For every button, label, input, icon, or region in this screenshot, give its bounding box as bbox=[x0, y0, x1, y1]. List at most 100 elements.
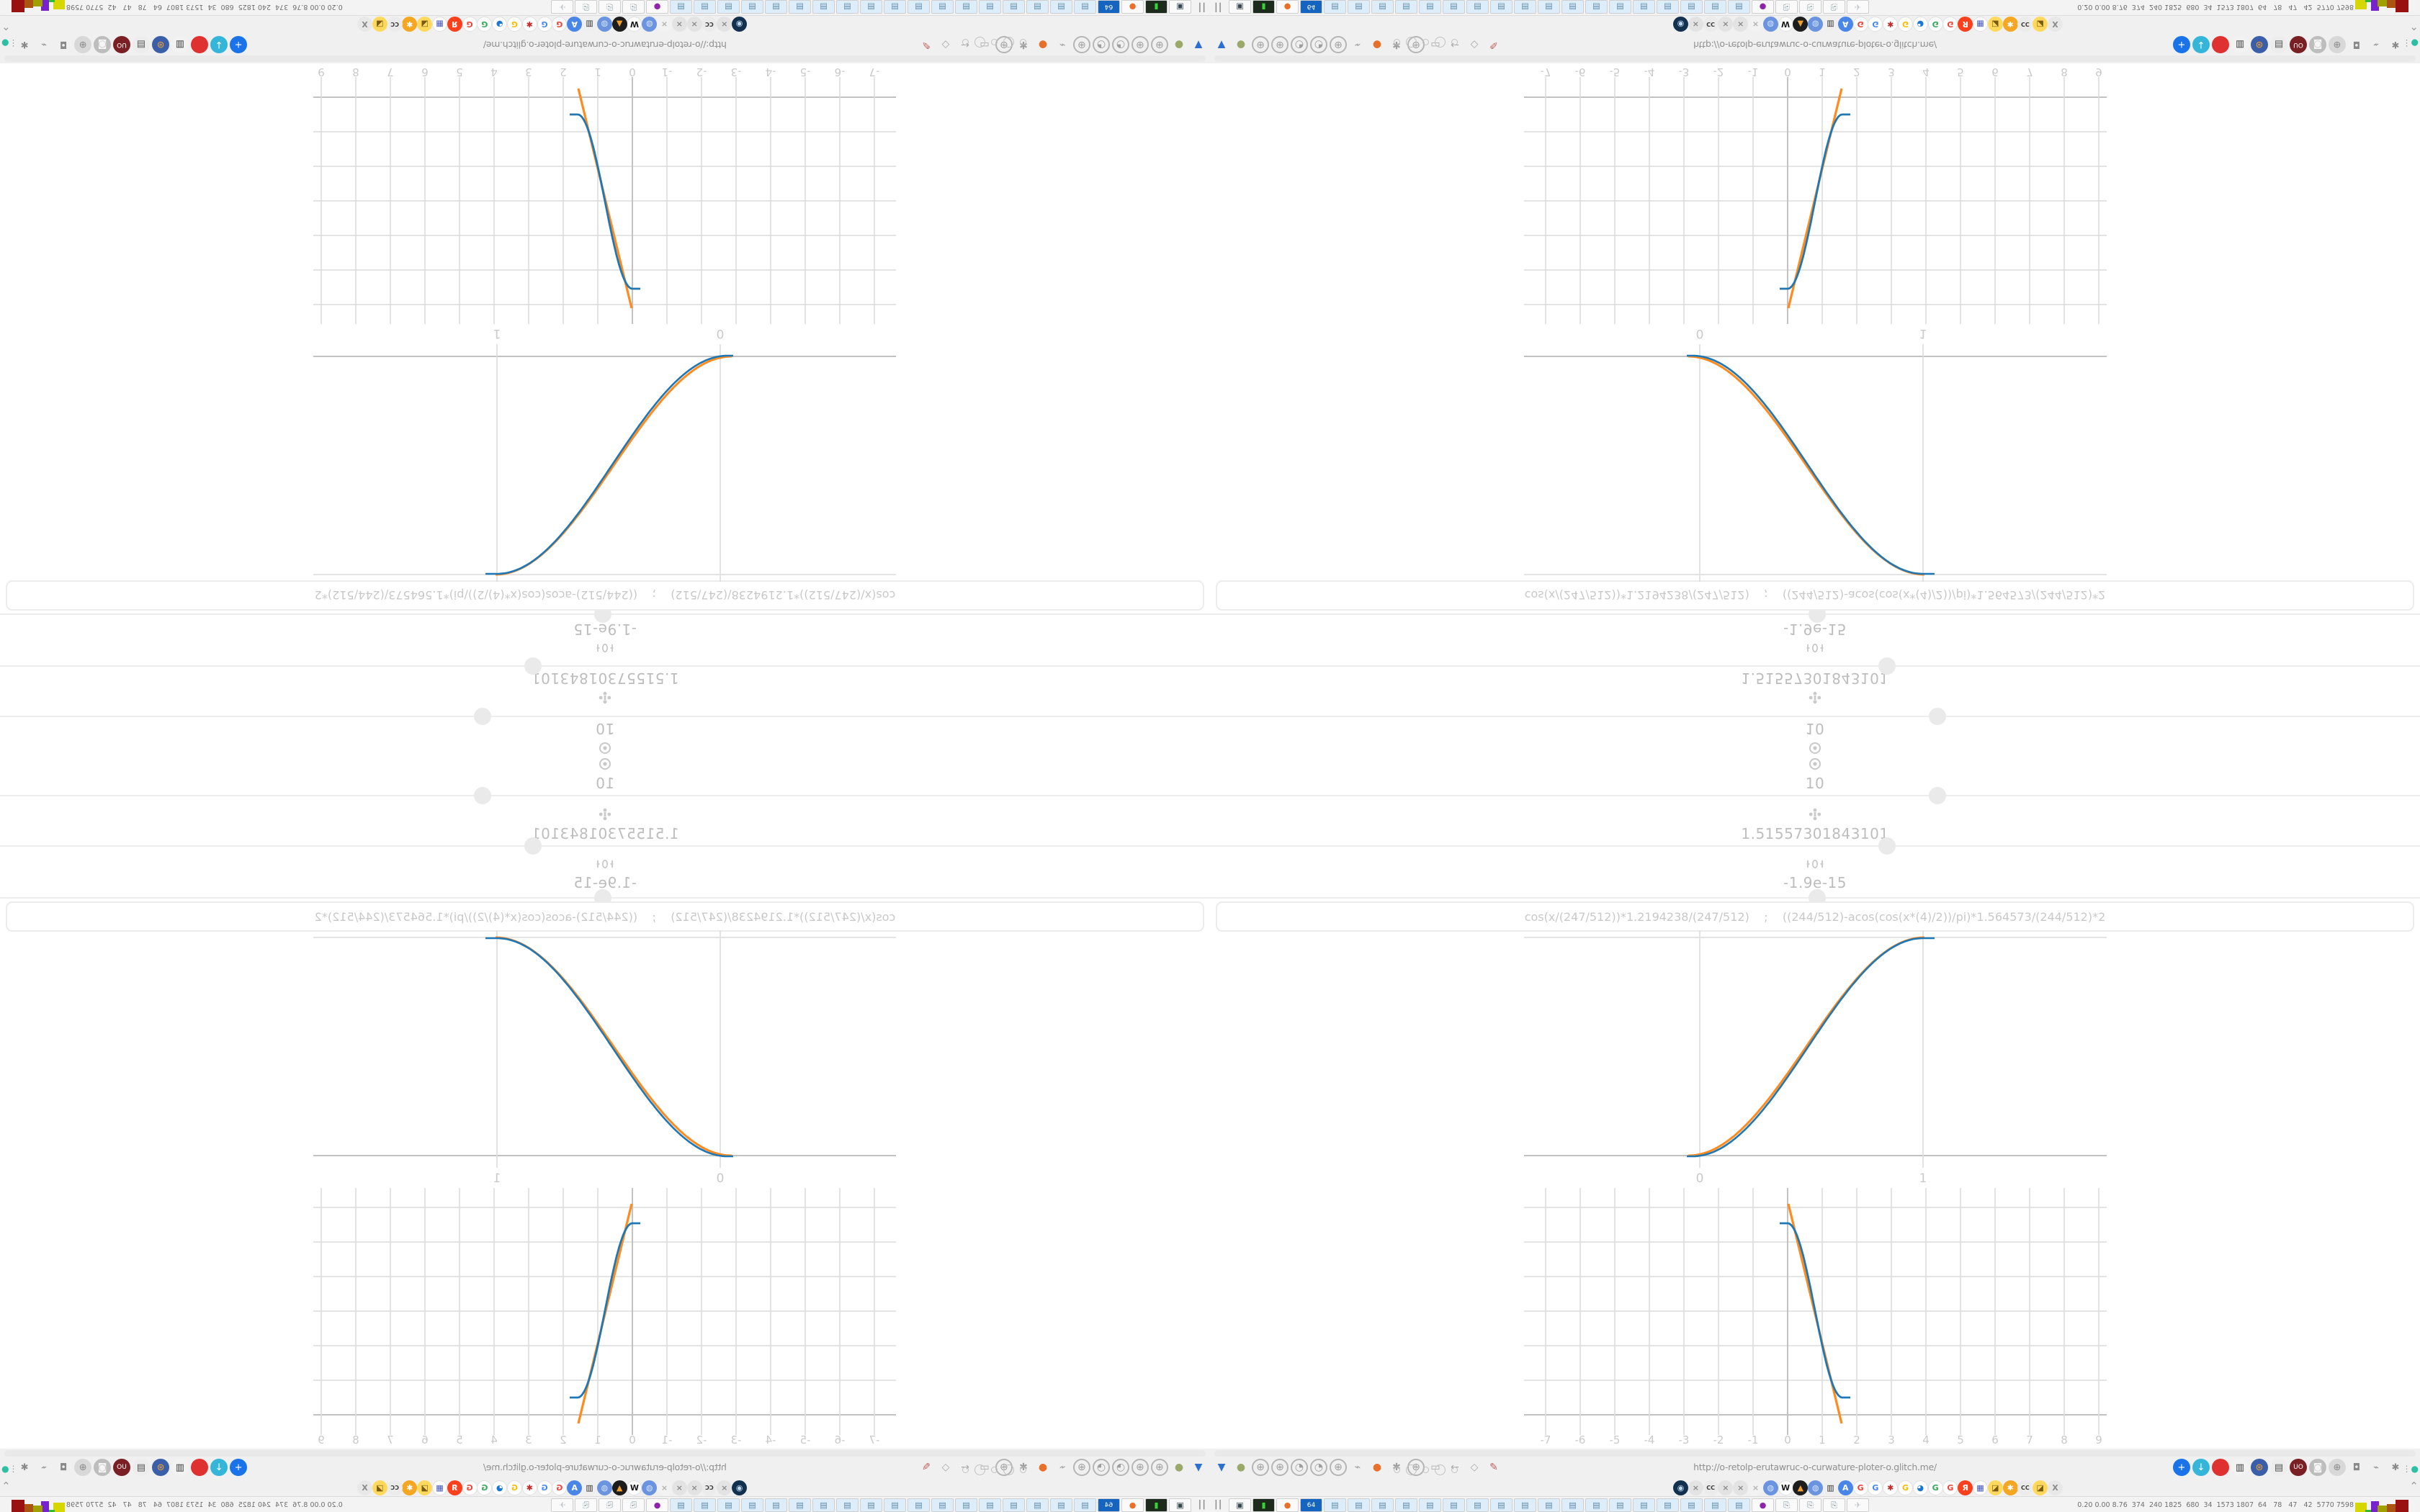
ice-red-icon[interactable]: · bbox=[191, 36, 208, 53]
google-tab-icon[interactable]: G bbox=[1942, 1480, 1958, 1495]
window-monitor-taskbar-button[interactable]: ▣ bbox=[1169, 1498, 1191, 1512]
window-floppy64-taskbar-button[interactable]: 64 bbox=[1300, 0, 1322, 14]
muted-ring-tab-icon[interactable]: × bbox=[657, 1480, 672, 1495]
globe-gray-icon[interactable]: ⊕ bbox=[2329, 36, 2346, 53]
window-notepad-taskbar-button[interactable]: ▤ bbox=[1003, 1498, 1025, 1512]
row-value[interactable]: -1.9e-15 bbox=[1783, 621, 1847, 638]
row-value[interactable]: 1.51557301843101 bbox=[1741, 670, 1889, 687]
window-notepad-taskbar-button[interactable]: ▤ bbox=[979, 0, 1001, 14]
formula-input[interactable]: cos(x/(247/512))*1.2194238/(247/512) ; (… bbox=[1216, 580, 2414, 611]
window-notepad-taskbar-button[interactable]: ▤ bbox=[884, 1498, 906, 1512]
yandex-tab-icon[interactable]: Я bbox=[1958, 1480, 1973, 1495]
window-scroll-taskbar-button[interactable]: ⎘ bbox=[622, 0, 645, 14]
window-notepad-taskbar-button[interactable]: ▤ bbox=[836, 0, 859, 14]
window-scroll-taskbar-button[interactable]: ⎘ bbox=[599, 0, 621, 14]
ublock-origin-icon[interactable]: UO bbox=[2290, 36, 2307, 53]
google-tab-icon[interactable]: G bbox=[1898, 17, 1913, 32]
window-notepad-taskbar-button[interactable]: ▤ bbox=[1657, 0, 1679, 14]
globe-gray-icon[interactable]: ⊕ bbox=[2329, 1459, 2346, 1476]
muted-tab-icon[interactable]: × bbox=[671, 17, 687, 32]
tray-chevron-icon[interactable]: ⌃ bbox=[2409, 19, 2419, 32]
hourglass-tab-icon[interactable]: X bbox=[357, 17, 372, 32]
grid-tab-icon[interactable]: ▦ bbox=[432, 17, 447, 32]
google-tab-icon[interactable]: G bbox=[1852, 1480, 1868, 1495]
plus-extension-icon[interactable]: + bbox=[2173, 1459, 2190, 1476]
row-value[interactable]: 10 bbox=[1805, 775, 1825, 792]
plus-extension-icon[interactable]: + bbox=[2173, 36, 2190, 53]
globe-orange-icon[interactable]: ⊛ bbox=[152, 1459, 169, 1476]
overflow-icon[interactable]: ⋮ bbox=[9, 38, 18, 48]
window-notepad-taskbar-button[interactable]: ▤ bbox=[979, 1498, 1001, 1512]
window-scroll-taskbar-button[interactable]: ⎘ bbox=[599, 1498, 621, 1512]
gear-orange-tab-icon[interactable]: ✱ bbox=[402, 17, 418, 32]
google-tab-icon[interactable]: G bbox=[1942, 17, 1958, 32]
slider-handle[interactable] bbox=[1878, 657, 1896, 675]
row-divide[interactable]: 1.51557301843101 bbox=[0, 670, 1210, 704]
photo-tab-icon[interactable]: ◪ bbox=[417, 17, 433, 32]
ublock-origin-icon[interactable]: UO bbox=[113, 36, 130, 53]
row-value[interactable]: 10 bbox=[595, 720, 615, 737]
row-value[interactable]: 10 bbox=[1805, 720, 1825, 737]
gear-orange-tab-icon[interactable]: ✱ bbox=[402, 1480, 418, 1495]
window-notepad-taskbar-button[interactable]: ▤ bbox=[694, 0, 716, 14]
window-plane-taskbar-button[interactable]: ✈ bbox=[1847, 1498, 1869, 1512]
swirl-tab-icon[interactable]: ◉ bbox=[1673, 1480, 1688, 1495]
row-result[interactable]: -1.9e-15 bbox=[1210, 621, 2420, 654]
window-scroll-taskbar-button[interactable]: ⎘ bbox=[1823, 1498, 1845, 1512]
google-tab-icon[interactable]: G bbox=[1868, 17, 1883, 32]
google-tab-icon[interactable]: G bbox=[1927, 17, 1943, 32]
trash-tab-icon[interactable]: ▥ bbox=[1823, 17, 1838, 32]
cc-tab-icon[interactable]: CC bbox=[2017, 17, 2033, 32]
row-value[interactable]: 10 bbox=[595, 775, 615, 792]
row-value[interactable]: 1.51557301843101 bbox=[531, 670, 679, 687]
photo-tab-icon[interactable]: ◪ bbox=[2033, 1480, 2048, 1495]
cc-tab-icon[interactable]: CC bbox=[2017, 1480, 2033, 1495]
window-notepad-taskbar-button[interactable]: ▤ bbox=[765, 1498, 787, 1512]
grid-tab-icon[interactable]: ▦ bbox=[1973, 1480, 1988, 1495]
wikipedia-tab-icon[interactable]: W bbox=[1778, 1480, 1793, 1495]
toolbar-dot-icon[interactable] bbox=[1451, 1467, 1458, 1473]
cc-tab-icon[interactable]: CC bbox=[1703, 17, 1718, 32]
row-divide[interactable]: 1.51557301843101 bbox=[1210, 808, 2420, 842]
window-scroll-taskbar-button[interactable]: ⎘ bbox=[1775, 1498, 1798, 1512]
window-notepad-taskbar-button[interactable]: ▤ bbox=[1443, 1498, 1465, 1512]
wikipedia-tab-icon[interactable]: W bbox=[627, 17, 642, 32]
window-notepad-taskbar-button[interactable]: ▤ bbox=[1514, 1498, 1536, 1512]
window-scroll-taskbar-button[interactable]: ⎘ bbox=[622, 1498, 645, 1512]
plus-extension-icon[interactable]: + bbox=[230, 1459, 247, 1476]
trash-icon[interactable]: ▥ bbox=[171, 1459, 189, 1476]
window-firefox-taskbar-button[interactable]: ● bbox=[1276, 0, 1299, 14]
window-notepad-taskbar-button[interactable]: ▤ bbox=[717, 0, 740, 14]
trash-icon[interactable]: ▥ bbox=[2231, 1459, 2249, 1476]
google-tab-icon[interactable]: G bbox=[462, 1480, 478, 1495]
window-notepad-taskbar-button[interactable]: ▤ bbox=[908, 1498, 930, 1512]
google-tab-icon[interactable]: G bbox=[477, 1480, 493, 1495]
window-notepad-taskbar-button[interactable]: ▤ bbox=[1074, 1498, 1096, 1512]
window-firefox-taskbar-button[interactable]: ● bbox=[1121, 0, 1144, 14]
building-icon[interactable]: ▤ bbox=[133, 36, 150, 53]
gear-icon[interactable]: ✱ bbox=[16, 36, 33, 53]
url-bar[interactable]: http://o-retolp-erutawruc-o-curwature-pl… bbox=[1693, 1462, 1937, 1472]
window-notepad-taskbar-button[interactable]: ▤ bbox=[931, 1498, 954, 1512]
window-monitor-taskbar-button[interactable]: ▣ bbox=[1229, 1498, 1251, 1512]
shield-badge-icon[interactable]: ◙ bbox=[94, 1459, 111, 1476]
window-notepad-taskbar-button[interactable]: ▤ bbox=[884, 0, 906, 14]
row-result[interactable]: -1.9e-15 bbox=[1210, 858, 2420, 891]
bat-tab-icon[interactable]: ▲ bbox=[611, 17, 627, 32]
slider-handle[interactable] bbox=[524, 657, 542, 675]
window-monitor-taskbar-button[interactable]: ▣ bbox=[1229, 0, 1251, 14]
window-notepad-taskbar-button[interactable]: ▤ bbox=[789, 0, 811, 14]
window-notepad-taskbar-button[interactable]: ▤ bbox=[670, 1498, 692, 1512]
window-notepad-taskbar-button[interactable]: ▤ bbox=[1050, 0, 1072, 14]
window-notepad-taskbar-button[interactable]: ▤ bbox=[1348, 1498, 1370, 1512]
window-notepad-taskbar-button[interactable]: ▤ bbox=[955, 1498, 977, 1512]
trash-icon[interactable]: ▥ bbox=[171, 36, 189, 53]
window-notepad-taskbar-button[interactable]: ▤ bbox=[1633, 1498, 1655, 1512]
toolbar-dot-icon[interactable] bbox=[1422, 1467, 1429, 1473]
google-tab-icon[interactable]: G bbox=[507, 17, 522, 32]
window-notepad-taskbar-button[interactable]: ▤ bbox=[1026, 0, 1049, 14]
yandex-tab-icon[interactable]: Я bbox=[447, 1480, 462, 1495]
swirl-tab-icon[interactable]: ◉ bbox=[732, 1480, 747, 1495]
puzzle-icon[interactable]: ◘ bbox=[55, 1459, 72, 1476]
pie-blue-tab-icon[interactable]: ◕ bbox=[492, 17, 508, 32]
